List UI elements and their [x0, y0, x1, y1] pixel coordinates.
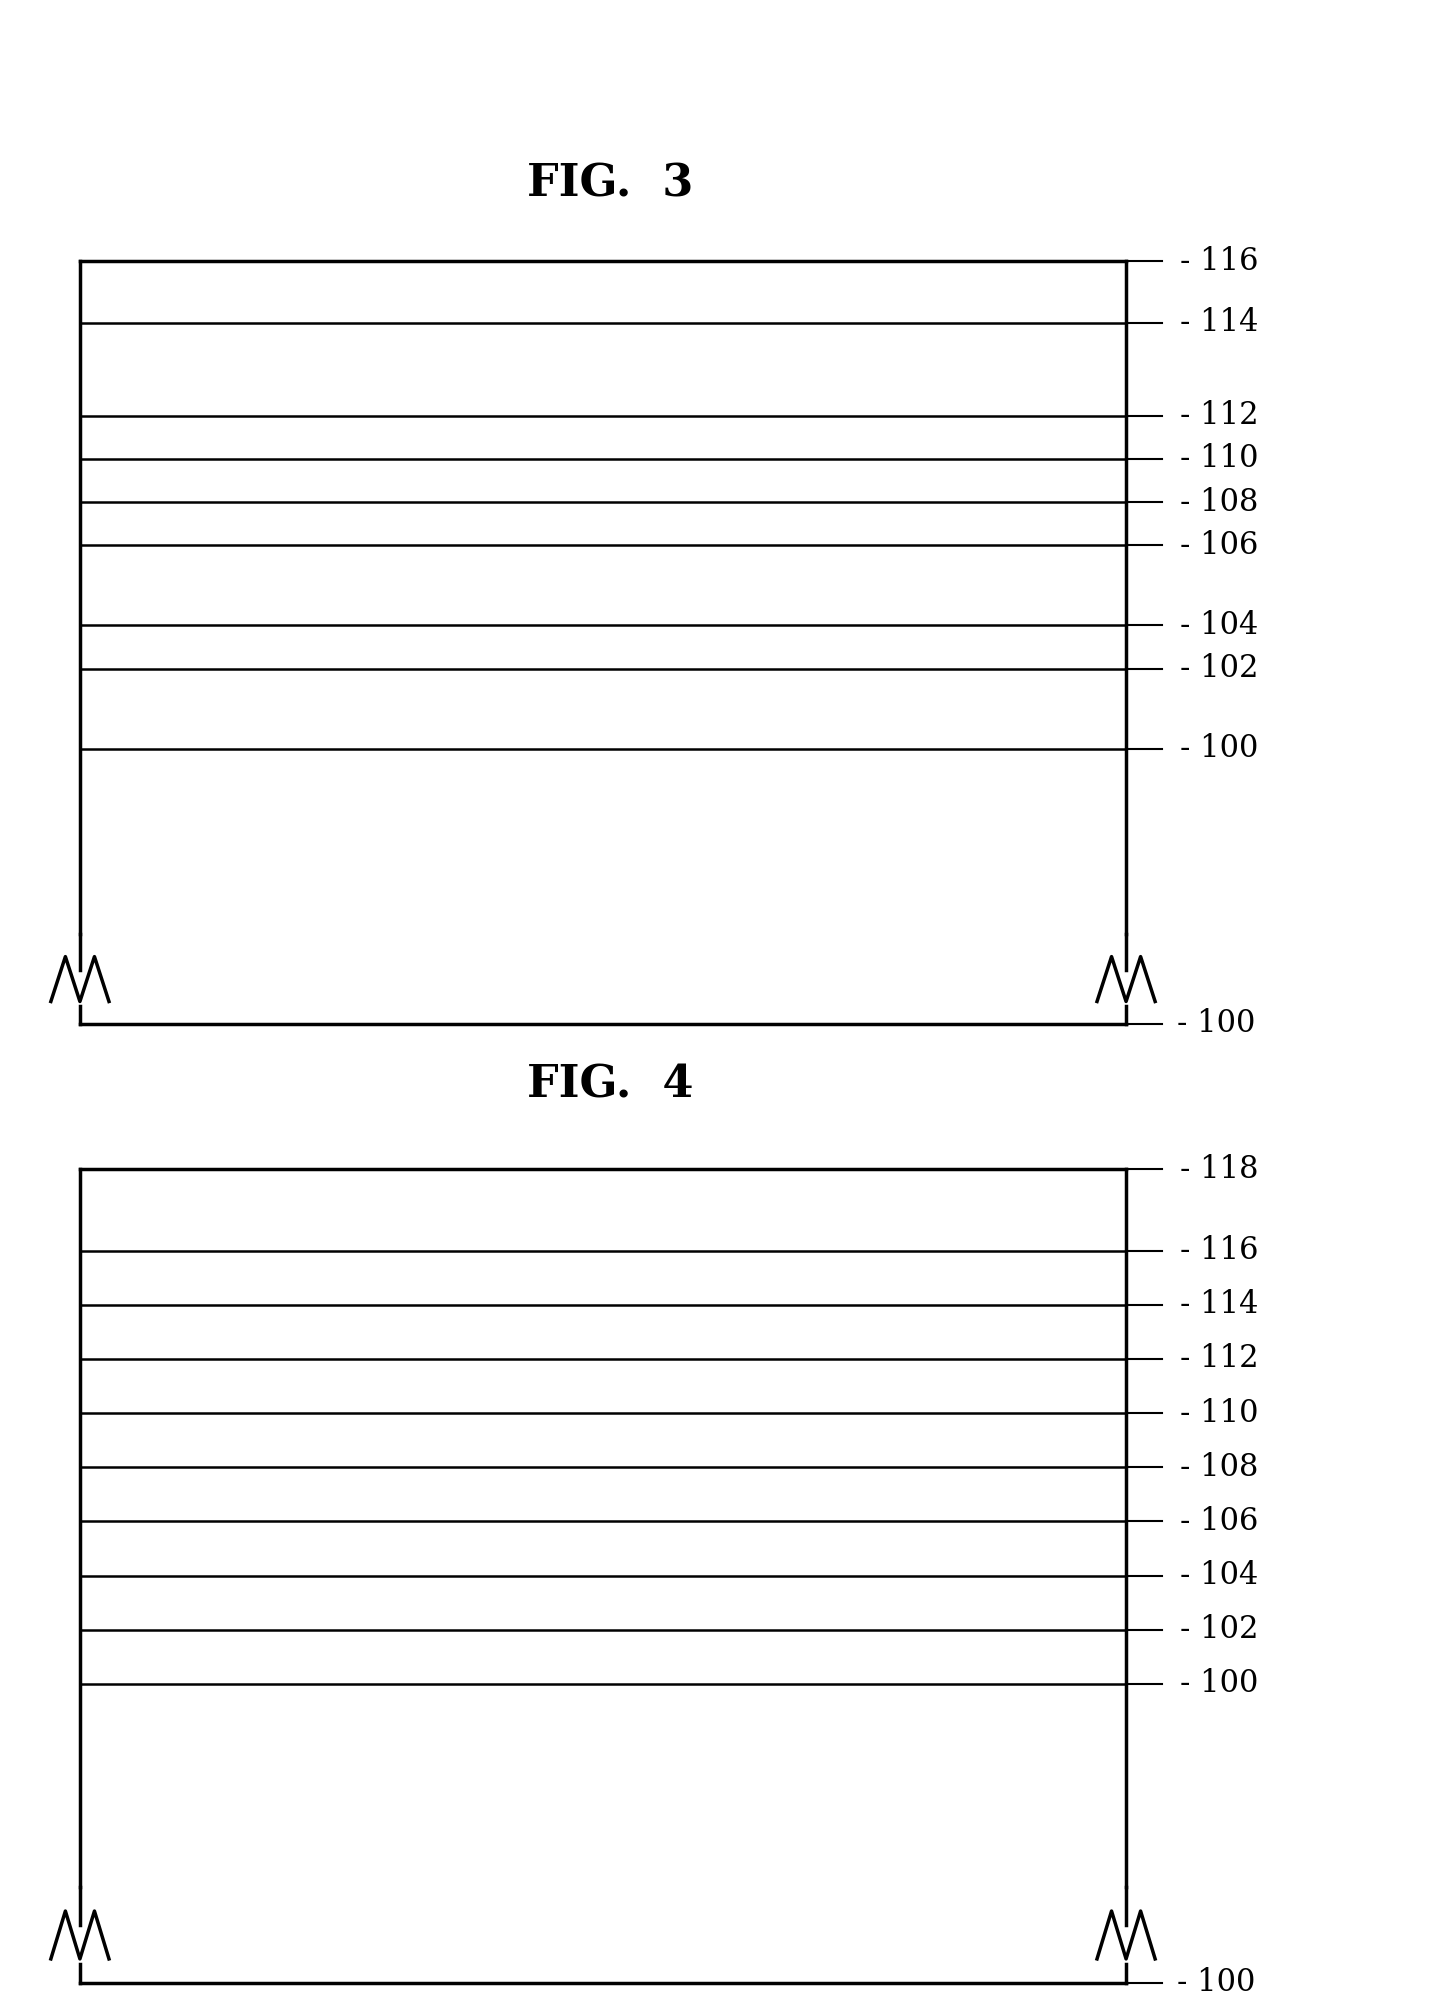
Text: - 108: - 108	[1180, 487, 1258, 518]
Text: - 102: - 102	[1180, 1615, 1258, 1645]
Text: - 100: - 100	[1177, 1968, 1255, 1994]
Text: - 108: - 108	[1180, 1452, 1258, 1484]
Text: - 110: - 110	[1180, 1398, 1258, 1428]
Text: - 114: - 114	[1180, 1290, 1258, 1320]
Text: - 112: - 112	[1180, 1344, 1258, 1374]
Text: - 102: - 102	[1180, 654, 1258, 684]
Text: FIG.  3: FIG. 3	[527, 164, 693, 205]
Text: - 104: - 104	[1180, 1559, 1258, 1591]
Text: - 112: - 112	[1180, 401, 1258, 431]
Text: - 116: - 116	[1180, 245, 1258, 277]
Text: - 104: - 104	[1180, 610, 1258, 640]
Text: - 114: - 114	[1180, 307, 1258, 339]
Text: - 110: - 110	[1180, 443, 1258, 475]
Text: - 106: - 106	[1180, 530, 1258, 560]
Text: - 100: - 100	[1177, 1009, 1255, 1039]
Text: - 116: - 116	[1180, 1234, 1258, 1266]
Text: - 118: - 118	[1180, 1155, 1258, 1184]
Text: FIG.  4: FIG. 4	[527, 1065, 693, 1107]
Text: - 100: - 100	[1180, 1669, 1258, 1699]
Text: - 100: - 100	[1180, 734, 1258, 764]
Text: - 106: - 106	[1180, 1505, 1258, 1537]
